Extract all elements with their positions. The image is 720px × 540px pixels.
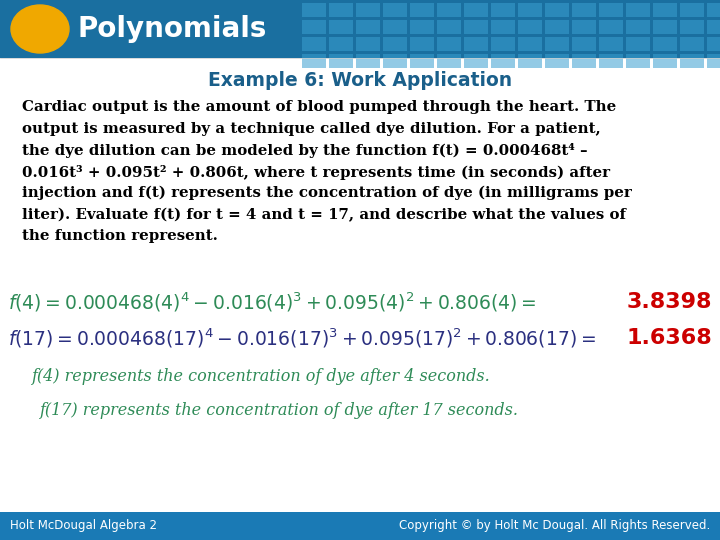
Bar: [410, 20, 434, 34]
Bar: [680, 54, 704, 68]
Bar: [599, 20, 623, 34]
Bar: [545, 54, 569, 68]
Bar: [464, 20, 488, 34]
Text: f(4) represents the concentration of dye after 4 seconds.: f(4) represents the concentration of dye…: [32, 368, 491, 385]
Bar: [680, 20, 704, 34]
Bar: [518, 54, 542, 68]
Text: the function represent.: the function represent.: [22, 229, 218, 243]
Bar: [383, 37, 407, 51]
Bar: [572, 37, 596, 51]
Text: injection and f(t) represents the concentration of dye (in milligrams per: injection and f(t) represents the concen…: [22, 186, 631, 200]
Bar: [410, 37, 434, 51]
Bar: [491, 37, 515, 51]
Bar: [356, 37, 380, 51]
Bar: [599, 3, 623, 17]
Bar: [545, 37, 569, 51]
Text: Cardiac output is the amount of blood pumped through the heart. The: Cardiac output is the amount of blood pu…: [22, 100, 616, 114]
Bar: [707, 37, 720, 51]
Bar: [464, 37, 488, 51]
Bar: [653, 54, 677, 68]
Text: 1.6368: 1.6368: [626, 328, 712, 348]
Bar: [626, 20, 650, 34]
Bar: [545, 3, 569, 17]
Bar: [437, 37, 461, 51]
Bar: [383, 54, 407, 68]
Bar: [626, 37, 650, 51]
Bar: [518, 20, 542, 34]
Bar: [329, 54, 353, 68]
Bar: [572, 3, 596, 17]
Bar: [0, 512, 720, 540]
Text: 3.8398: 3.8398: [626, 292, 712, 312]
Bar: [464, 54, 488, 68]
Text: Holt McDougal Algebra 2: Holt McDougal Algebra 2: [10, 519, 157, 532]
Bar: [383, 3, 407, 17]
Bar: [302, 3, 326, 17]
Bar: [464, 3, 488, 17]
Bar: [572, 54, 596, 68]
Bar: [356, 54, 380, 68]
Bar: [626, 54, 650, 68]
Bar: [491, 54, 515, 68]
Bar: [680, 37, 704, 51]
Bar: [329, 3, 353, 17]
Bar: [626, 3, 650, 17]
Text: 0.016t³ + 0.095t² + 0.806t, where t represents time (in seconds) after: 0.016t³ + 0.095t² + 0.806t, where t repr…: [22, 165, 610, 179]
Bar: [410, 3, 434, 17]
Bar: [356, 3, 380, 17]
Bar: [707, 54, 720, 68]
Bar: [518, 3, 542, 17]
Text: the dye dilution can be modeled by the function f(t) = 0.000468t⁴ –: the dye dilution can be modeled by the f…: [22, 143, 588, 158]
Ellipse shape: [11, 5, 69, 53]
Bar: [437, 3, 461, 17]
Text: Copyright © by Holt Mc Dougal. All Rights Reserved.: Copyright © by Holt Mc Dougal. All Right…: [399, 519, 710, 532]
Text: f(17) represents the concentration of dye after 17 seconds.: f(17) represents the concentration of dy…: [40, 402, 519, 419]
Bar: [707, 3, 720, 17]
Bar: [491, 20, 515, 34]
Bar: [0, 0, 720, 58]
Bar: [383, 20, 407, 34]
Bar: [302, 37, 326, 51]
Bar: [653, 20, 677, 34]
Bar: [518, 37, 542, 51]
Bar: [599, 37, 623, 51]
Bar: [545, 20, 569, 34]
Bar: [653, 3, 677, 17]
Bar: [680, 3, 704, 17]
Text: Polynomials: Polynomials: [78, 15, 267, 43]
Text: liter). Evaluate f(t) for t = 4 and t = 17, and describe what the values of: liter). Evaluate f(t) for t = 4 and t = …: [22, 207, 626, 222]
Text: $f(4)=0.000468(4)^{4}-0.016(4)^{3}+0.095(4)^{2}+0.806(4)=$: $f(4)=0.000468(4)^{4}-0.016(4)^{3}+0.095…: [8, 291, 536, 314]
Bar: [572, 20, 596, 34]
Bar: [329, 20, 353, 34]
Bar: [707, 20, 720, 34]
Text: output is measured by a technique called dye dilution. For a patient,: output is measured by a technique called…: [22, 122, 600, 136]
Bar: [437, 20, 461, 34]
Bar: [599, 54, 623, 68]
Bar: [302, 20, 326, 34]
Bar: [491, 3, 515, 17]
Bar: [410, 54, 434, 68]
Text: $f(17)=0.000468(17)^{4}-0.016(17)^{3}+0.095(17)^{2}+0.806(17)=$: $f(17)=0.000468(17)^{4}-0.016(17)^{3}+0.…: [8, 326, 595, 350]
Bar: [437, 54, 461, 68]
Bar: [329, 37, 353, 51]
Bar: [653, 37, 677, 51]
Text: Example 6: Work Application: Example 6: Work Application: [208, 71, 512, 90]
Bar: [302, 54, 326, 68]
Bar: [356, 20, 380, 34]
